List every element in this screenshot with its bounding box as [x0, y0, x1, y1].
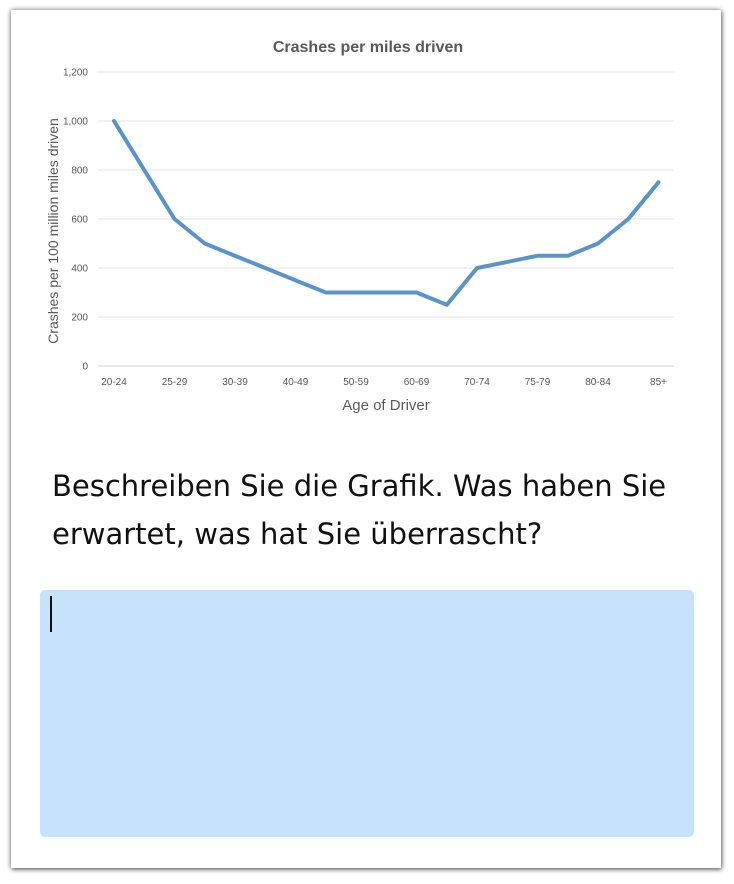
line-chart: Crashes per miles driven 0 200 400 600 800 1,…	[0, 0, 734, 430]
y-tick-label: 1,200	[63, 68, 88, 79]
x-tick-label: 50-59	[343, 377, 369, 388]
chart-svg: Crashes per miles driven 0 200 400 600 800 1,…	[45, 39, 674, 414]
chart-title: Crashes per miles driven	[273, 39, 463, 56]
x-tick-label: 80-84	[585, 377, 611, 388]
x-axis-label: Age of Driver	[342, 397, 430, 414]
question-text: Beschreiben Sie die Grafik. Was haben Si…	[52, 469, 667, 551]
y-axis-label: Crashes per 100 million miles driven	[45, 118, 61, 344]
text-cursor	[50, 596, 52, 632]
y-tick-label: 0	[82, 362, 88, 373]
x-tick-label: 20-24	[101, 377, 127, 388]
x-tick-label: 70-74	[464, 377, 490, 388]
x-tick-label: 30-39	[222, 377, 248, 388]
y-tick-label: 600	[71, 215, 88, 226]
x-tick-labels: 20-24 25-29 30-39 40-49 50-59 60-69 70-74 75-79…	[101, 377, 667, 388]
y-tick-label: 200	[71, 313, 88, 324]
y-tick-label: 800	[71, 166, 88, 177]
x-tick-label: 60-69	[404, 377, 430, 388]
series-line	[112, 119, 661, 307]
y-tick-label: 400	[71, 264, 88, 275]
series-polyline	[112, 119, 661, 307]
grid-lines	[98, 71, 674, 367]
x-tick-label: 25-29	[162, 377, 188, 388]
y-tick-labels: 0 200 400 600 800 1,000 1,200	[63, 68, 88, 373]
x-tick-label: 40-49	[283, 377, 309, 388]
answer-box[interactable]	[40, 590, 694, 837]
x-tick-label: 75-79	[525, 377, 551, 388]
y-tick-label: 1,000	[63, 117, 88, 128]
answer-textarea[interactable]	[40, 590, 694, 837]
x-tick-label: 85+	[650, 377, 667, 388]
